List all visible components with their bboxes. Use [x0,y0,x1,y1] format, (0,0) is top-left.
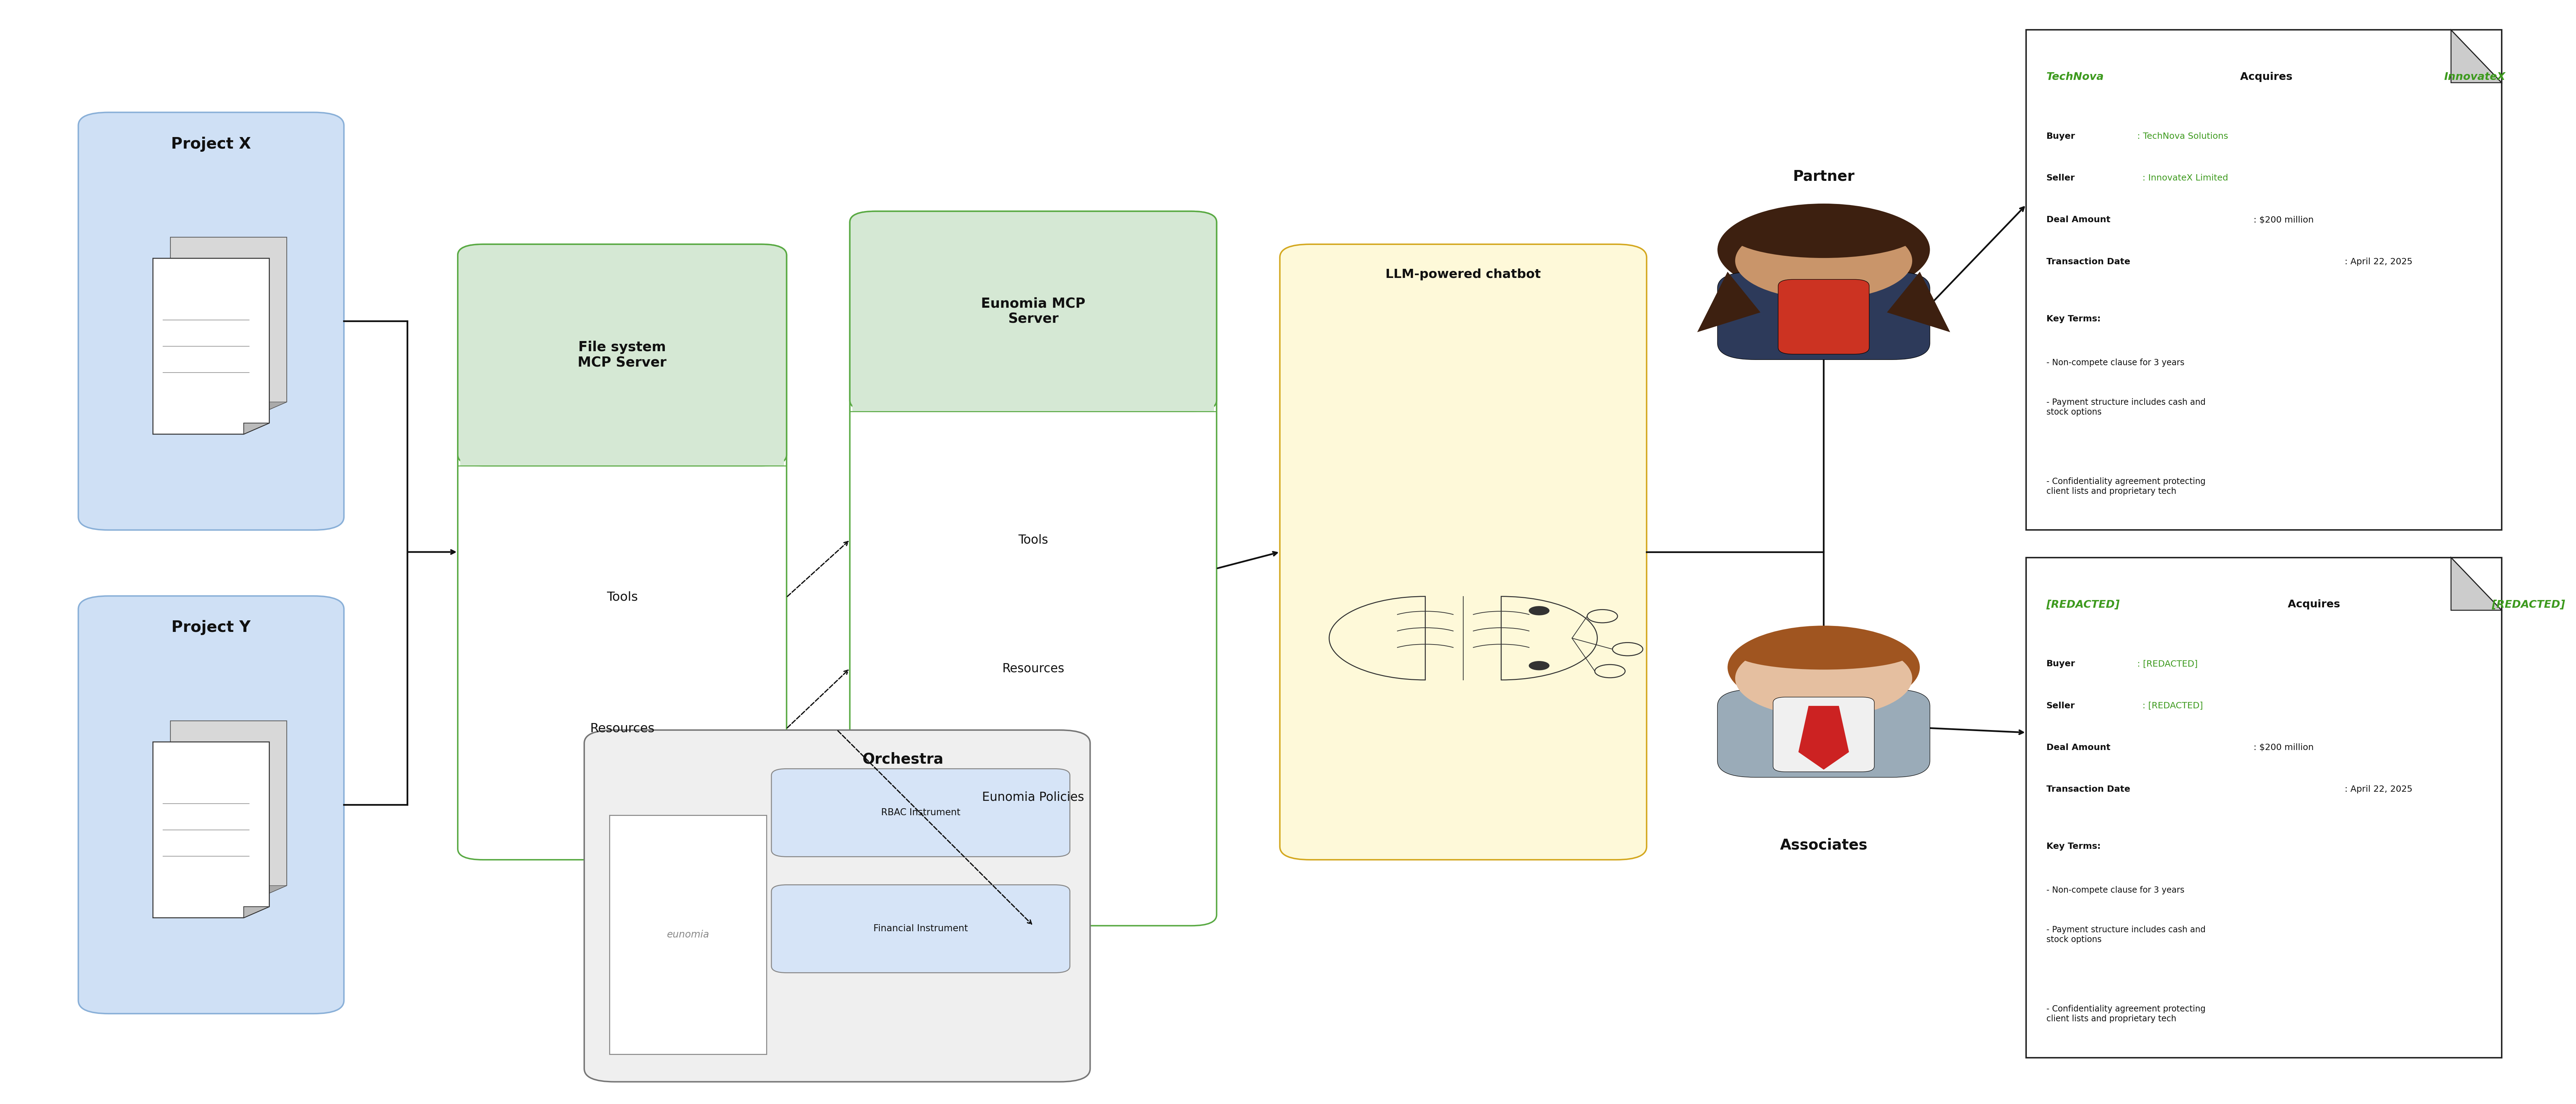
Text: eunomia: eunomia [667,930,708,940]
Polygon shape [1888,272,1950,332]
Circle shape [1728,626,1919,709]
Text: Key Terms:: Key Terms: [2045,842,2099,850]
Text: - Payment structure includes cash and
stock options: - Payment structure includes cash and st… [2045,399,2205,416]
Text: Acquires: Acquires [2285,599,2344,609]
Polygon shape [1698,272,1759,332]
Bar [2027,558,2501,1058]
Polygon shape [260,885,286,896]
Text: : [REDACTED]: : [REDACTED] [2143,701,2202,710]
Text: : $200 million: : $200 million [2254,215,2313,224]
Polygon shape [170,237,286,413]
Text: Seller: Seller [2045,701,2074,710]
Text: Partner: Partner [1793,169,1855,183]
Bar [461,400,783,466]
Text: Resources: Resources [1002,662,1064,675]
Text: Tools: Tools [1018,534,1048,545]
FancyBboxPatch shape [770,884,1069,973]
Text: Financial Instrument: Financial Instrument [873,924,969,933]
Polygon shape [2450,30,2501,83]
Ellipse shape [1736,637,1911,670]
Text: - Confidentiality agreement protecting
client lists and proprietary tech: - Confidentiality agreement protecting c… [2045,1005,2205,1023]
Text: InnovateX: InnovateX [2445,72,2506,82]
FancyBboxPatch shape [77,113,345,530]
Text: Project X: Project X [170,137,250,151]
Circle shape [1530,606,1548,615]
Text: - Non-compete clause for 3 years: - Non-compete clause for 3 years [2045,887,2184,894]
Text: [REDACTED]: [REDACTED] [2045,599,2120,609]
Text: Deal Amount: Deal Amount [2045,215,2110,224]
Circle shape [1530,661,1548,670]
Text: Orchestra: Orchestra [863,752,943,767]
Text: LLM-powered chatbot: LLM-powered chatbot [1386,268,1540,280]
FancyBboxPatch shape [1280,244,1646,860]
Text: - Payment structure includes cash and
stock options: - Payment structure includes cash and st… [2045,926,2205,944]
Text: Acquires: Acquires [2236,72,2295,82]
Polygon shape [152,742,270,917]
Text: Tools: Tools [605,591,639,603]
Polygon shape [260,402,286,413]
Text: [REDACTED]: [REDACTED] [2491,599,2566,609]
Ellipse shape [1728,209,1919,258]
Text: : April 22, 2025: : April 22, 2025 [2344,257,2414,266]
Text: Buyer: Buyer [2045,132,2076,140]
Text: TechNova: TechNova [2045,72,2105,82]
Text: Deal Amount: Deal Amount [2045,743,2110,752]
Bar [611,815,765,1054]
Text: Eunomia MCP
Server: Eunomia MCP Server [981,297,1084,326]
Polygon shape [245,906,270,917]
Text: RBAC Instrument: RBAC Instrument [881,808,961,817]
Text: - Confidentiality agreement protecting
client lists and proprietary tech: - Confidentiality agreement protecting c… [2045,477,2205,496]
Polygon shape [170,721,286,896]
Circle shape [1736,222,1911,299]
FancyBboxPatch shape [1777,279,1870,354]
FancyBboxPatch shape [1718,272,1929,360]
FancyBboxPatch shape [850,211,1216,412]
Polygon shape [1798,705,1850,769]
Polygon shape [152,258,270,434]
Text: : InnovateX Limited: : InnovateX Limited [2143,174,2228,182]
Bar [2027,30,2501,530]
Text: : TechNova Solutions: : TechNova Solutions [2138,132,2228,140]
Text: - Non-compete clause for 3 years: - Non-compete clause for 3 years [2045,359,2184,367]
Bar [853,351,1213,412]
FancyBboxPatch shape [77,596,345,1013]
FancyBboxPatch shape [850,211,1216,926]
Text: File system
MCP Server: File system MCP Server [577,341,667,370]
Circle shape [1718,203,1929,296]
FancyBboxPatch shape [1772,697,1875,772]
FancyBboxPatch shape [459,244,786,466]
Text: Resources: Resources [590,722,654,734]
Text: Associates: Associates [1780,838,1868,852]
Text: Buyer: Buyer [2045,660,2076,668]
Circle shape [1736,640,1911,716]
Text: Transaction Date: Transaction Date [2045,257,2130,266]
Text: Key Terms:: Key Terms: [2045,315,2099,323]
FancyBboxPatch shape [585,730,1090,1082]
Text: : $200 million: : $200 million [2254,743,2313,752]
FancyBboxPatch shape [1718,689,1929,777]
Text: : April 22, 2025: : April 22, 2025 [2344,785,2414,794]
Text: Transaction Date: Transaction Date [2045,785,2130,794]
Text: Seller: Seller [2045,174,2074,182]
Polygon shape [2450,558,2501,611]
FancyBboxPatch shape [770,768,1069,857]
Polygon shape [245,423,270,434]
FancyBboxPatch shape [459,244,786,860]
Text: : [REDACTED]: : [REDACTED] [2138,660,2197,668]
Text: Project Y: Project Y [173,620,250,635]
Text: Eunomia Policies: Eunomia Policies [981,792,1084,803]
